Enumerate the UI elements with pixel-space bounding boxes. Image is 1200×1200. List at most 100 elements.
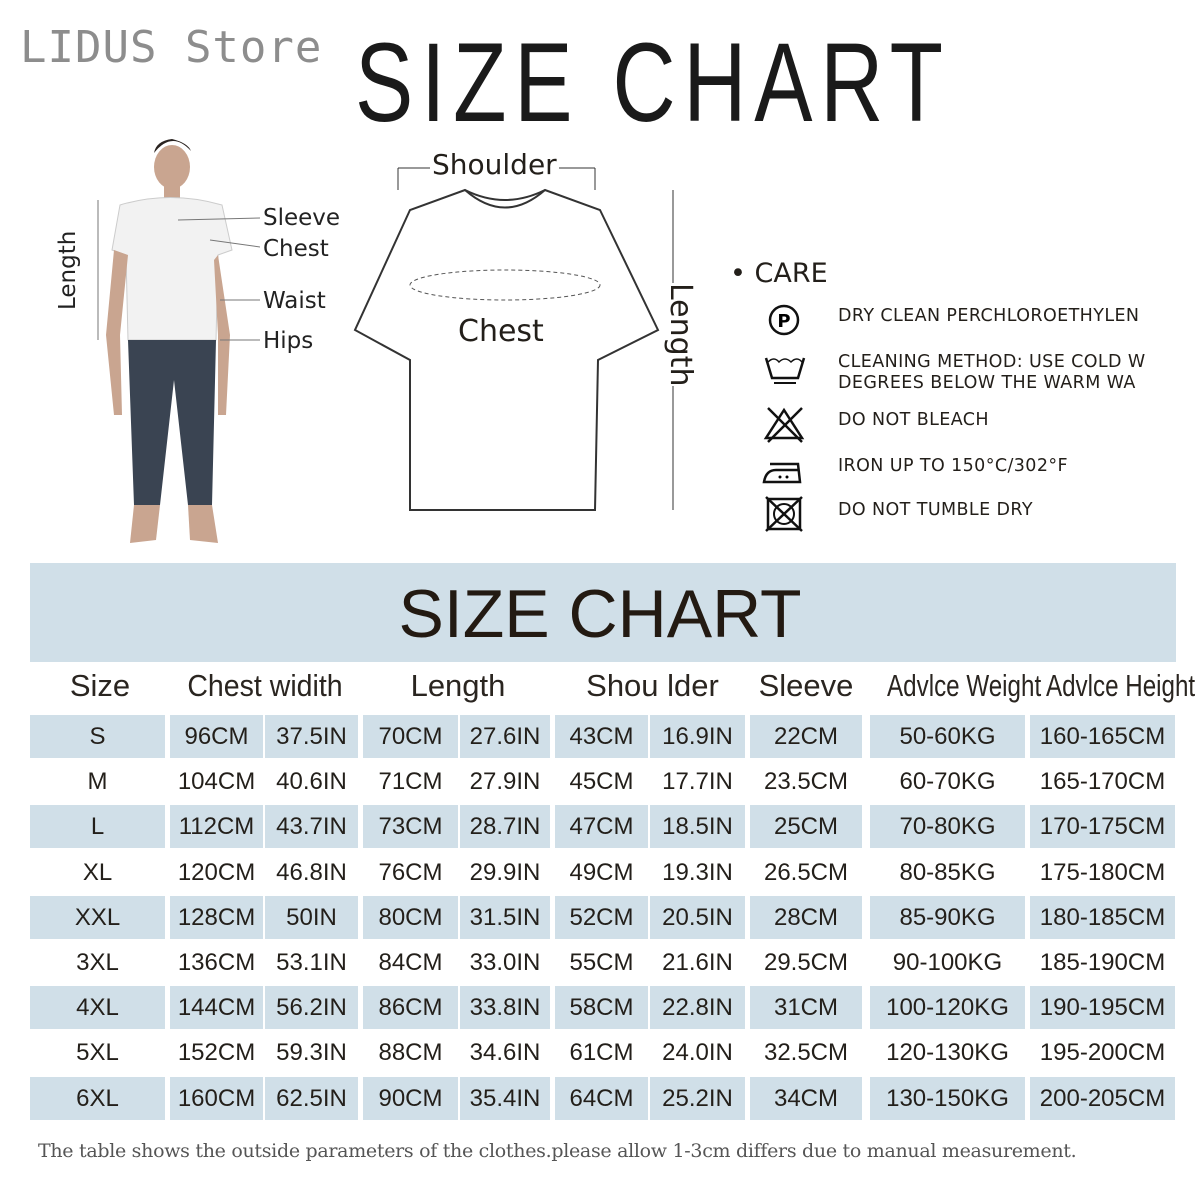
table-cell: 26.5CM [763, 858, 849, 886]
page-title: SIZE CHART [355, 20, 951, 145]
care-heading: • CARE [730, 258, 828, 289]
bullet-icon: • [730, 258, 755, 289]
table-cell: 180-185CM [1030, 895, 1175, 939]
shirt-chest-label: Chest [458, 314, 544, 349]
care-text-line: DEGREES BELOW THE WARM WA [838, 373, 1136, 393]
table-cell: 160-165CM [1030, 715, 1175, 758]
table-cell: 21.6IN [662, 949, 733, 976]
table-cell: 85-90KG [870, 895, 1025, 939]
table-cell: 64CM [555, 1076, 648, 1120]
care-item-tumble: DO NOT TUMBLE DRY [760, 496, 1200, 542]
table-cell: 34.6IN [469, 1039, 541, 1067]
care-text: DO NOT TUMBLE DRY [838, 500, 1033, 520]
table-cell: 84CM [378, 949, 443, 976]
wash-tub-icon [764, 357, 806, 384]
dry-clean-p-icon: P [768, 304, 800, 336]
table-cell: 56.2IN [265, 986, 358, 1030]
table-cell: 88CM [378, 1039, 443, 1067]
column-header: Shou lder [586, 668, 719, 703]
table-cell: 31CM [750, 986, 862, 1030]
table-cell: 175-180CM [1039, 858, 1166, 886]
no-bleach-icon [763, 407, 805, 443]
table-cell: 37.5IN [265, 715, 358, 758]
care-text: IRON UP TO 150°C/302°F [838, 456, 1068, 476]
column-header: Size [69, 668, 131, 703]
table-cell: 59.3IN [276, 1039, 347, 1067]
model-chest-label: Chest [263, 236, 329, 262]
table-cell: 55CM [569, 949, 634, 976]
table-cell: 120CM [177, 858, 256, 886]
table-cell: 43.7IN [265, 805, 358, 849]
table-cell: 73CM [363, 805, 458, 849]
care-text: CLEANING METHOD: USE COLD W DEGREES BELOW… [838, 352, 1158, 394]
table-cell: 18.5IN [650, 805, 745, 849]
size-cell: S [30, 715, 165, 758]
care-item-dry-clean: P DRY CLEAN PERCHLOROETHYLEN [760, 302, 1200, 348]
table-cell: 58CM [555, 986, 648, 1030]
model-length-label: Length [55, 230, 81, 310]
table-cell: 27.9IN [469, 768, 541, 796]
size-cell: 3XL [76, 949, 119, 976]
column-header: Sleeve [758, 668, 854, 703]
table-cell: 190-195CM [1030, 986, 1175, 1030]
table-cell: 62.5IN [265, 1076, 358, 1120]
shirt-length-label: Length [663, 283, 698, 387]
table-cell: 71CM [378, 768, 443, 796]
model-hips-label: Hips [263, 328, 314, 354]
table-cell: 33.8IN [460, 986, 550, 1030]
table-cell: 29.5CM [763, 949, 849, 976]
table-cell: 40.6IN [276, 768, 347, 796]
table-cell: 35.4IN [460, 1076, 550, 1120]
table-cell: 60-70KG [899, 768, 996, 796]
footer-note: The table shows the outside parameters o… [38, 1140, 1077, 1162]
model-sleeve-label: Sleeve [263, 205, 341, 231]
table-cell: 144CM [170, 986, 263, 1030]
table-cell: 185-190CM [1039, 949, 1166, 976]
table-cell: 195-200CM [1039, 1039, 1166, 1067]
no-tumble-dry-icon [765, 496, 803, 532]
column-header: Length [410, 668, 506, 703]
table-cell: 50IN [265, 895, 358, 939]
table-cell: 43CM [555, 715, 648, 758]
table-cell: 25.2IN [650, 1076, 745, 1120]
table-cell: 200-205CM [1030, 1076, 1175, 1120]
table-cell: 152CM [177, 1039, 256, 1067]
care-item-iron: IRON UP TO 150°C/302°F [760, 452, 1200, 498]
size-chart-title: SIZE CHART [398, 576, 802, 652]
table-cell: 120-130KG [886, 1039, 1009, 1067]
table-cell: 25CM [750, 805, 862, 849]
table-cell: 22CM [750, 715, 862, 758]
table-cell: 20.5IN [650, 895, 745, 939]
table-cell: 24.0IN [662, 1039, 733, 1067]
table-cell: 45CM [569, 768, 634, 796]
care-text: DRY CLEAN PERCHLOROETHYLEN [838, 306, 1140, 326]
table-cell: 46.8IN [276, 858, 347, 886]
table-cell: 100-120KG [870, 986, 1025, 1030]
model-figure [97, 139, 260, 543]
table-cell: 53.1IN [276, 949, 347, 976]
care-text: DO NOT BLEACH [838, 410, 989, 430]
table-cell: 170-175CM [1030, 805, 1175, 849]
care-heading-text: CARE [754, 258, 828, 289]
table-cell: 19.3IN [662, 858, 733, 886]
table-cell: 128CM [170, 895, 263, 939]
table-cell: 130-150KG [870, 1076, 1025, 1120]
size-cell: 5XL [76, 1039, 119, 1067]
size-cell: 4XL [30, 986, 165, 1030]
table-cell: 32.5CM [763, 1039, 849, 1067]
column-header: Advlce Weight [887, 668, 1042, 703]
model-waist-label: Waist [263, 288, 326, 314]
size-cell: M [87, 768, 108, 796]
care-text-line: CLEANING METHOD: USE COLD W [838, 352, 1146, 372]
svg-text:P: P [777, 311, 790, 332]
table-cell: 33.0IN [469, 949, 541, 976]
table-cell: 16.9IN [650, 715, 745, 758]
table-cell: 28.7IN [460, 805, 550, 849]
table-cell: 23.5CM [763, 768, 849, 796]
table-cell: 29.9IN [469, 858, 541, 886]
table-cell: 90-100KG [892, 949, 1003, 976]
table-cell: 136CM [177, 949, 256, 976]
table-cell: 86CM [363, 986, 458, 1030]
table-cell: 28CM [750, 895, 862, 939]
size-cell: XL [82, 858, 113, 886]
